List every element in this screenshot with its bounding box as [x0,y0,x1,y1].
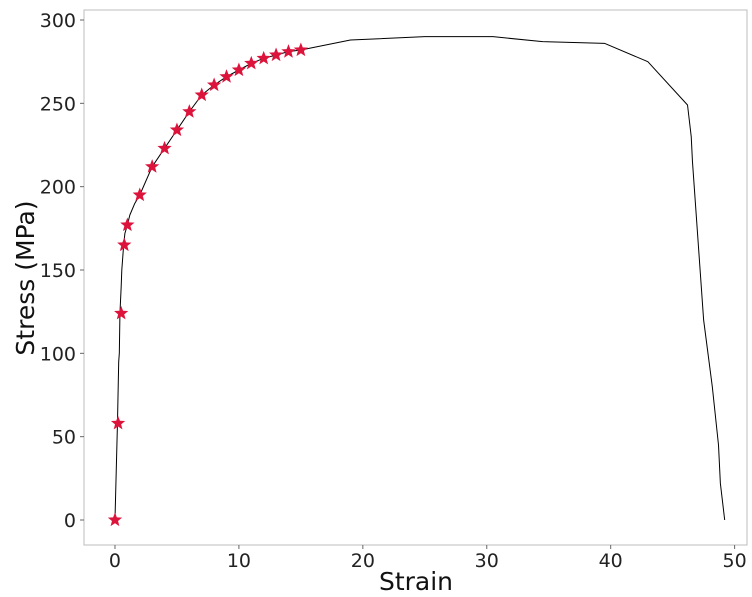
star-marker [114,305,129,320]
x-tick-label: 20 [351,550,375,572]
y-tick-label: 200 [40,177,76,199]
x-tick-label: 0 [109,550,121,572]
x-axis-title: Strain [379,567,453,596]
star-marker [169,122,185,137]
y-axis-title: Stress (MPa) [11,200,40,355]
star-marker [244,55,259,70]
star-marker [145,159,160,173]
star-marker [120,217,135,232]
x-tick-label: 40 [599,550,623,572]
star-marker [256,50,271,65]
x-tick-label: 30 [475,550,499,572]
y-tick-label: 50 [52,427,76,449]
star-marker [117,237,132,252]
x-tick-label: 50 [723,550,747,572]
y-axis-ticks: 0 50 100 150 200 250 300 [40,10,84,532]
star-marker [132,187,147,202]
star-marker [110,415,126,430]
star-marker [219,69,234,83]
y-tick-label: 300 [40,10,76,32]
y-tick-label: 100 [40,343,76,365]
plot-frame [83,9,748,546]
star-marker [182,104,197,118]
star-marker [281,44,296,58]
star-marker [268,47,284,62]
star-marker [231,62,247,77]
star-marker [107,512,123,527]
x-axis-ticks: 0 10 20 30 40 50 [109,545,747,572]
series-layer [107,36,726,527]
series-line [114,36,726,521]
star-marker [293,42,308,57]
y-tick-label: 150 [40,260,76,282]
y-tick-label: 250 [40,93,76,115]
y-tick-label: 0 [64,510,76,532]
x-tick-label: 10 [227,550,251,572]
star-marker [194,87,209,102]
star-marker [157,140,172,155]
star-marker [206,77,222,92]
